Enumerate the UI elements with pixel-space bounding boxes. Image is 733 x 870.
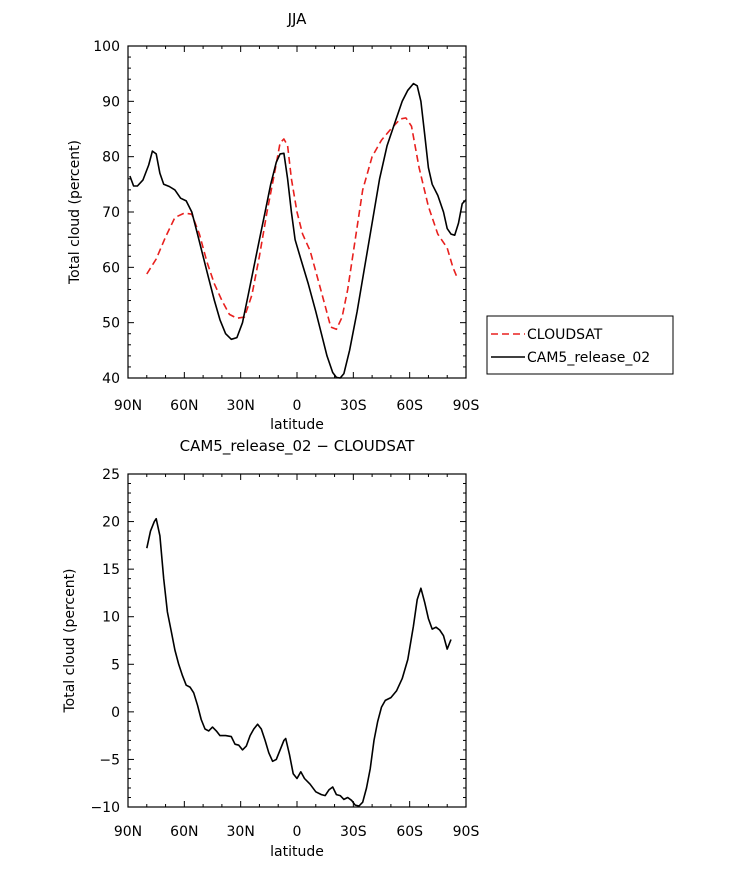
x-tick-label: 60S bbox=[396, 824, 423, 840]
legend-box bbox=[486, 315, 674, 375]
chart-title: CAM5_release_02 − CLOUDSAT bbox=[180, 437, 416, 456]
legend-entry: CAM5_release_02 bbox=[527, 350, 650, 366]
x-axis-label: latitude bbox=[270, 844, 324, 860]
x-tick-label: 60N bbox=[170, 398, 198, 414]
x-tick-label: 0 bbox=[293, 824, 302, 840]
y-axis-label: Total cloud (percent) bbox=[67, 140, 83, 285]
x-tick-label: 90S bbox=[453, 398, 480, 414]
x-tick-label: 60S bbox=[396, 398, 423, 414]
y-tick-label: −10 bbox=[90, 800, 120, 816]
y-tick-label: 80 bbox=[102, 150, 120, 166]
x-tick-label: 90N bbox=[114, 824, 142, 840]
x-axis-label: latitude bbox=[270, 417, 324, 433]
x-tick-label: 90S bbox=[453, 824, 480, 840]
x-tick-label: 30N bbox=[227, 824, 255, 840]
y-tick-label: 15 bbox=[102, 562, 120, 578]
difference-chart: 90N 60N 30N 0 30S 60S 90S −10 −5 0 5 10 15 20 25 CAM5_r… bbox=[62, 437, 479, 860]
legend: CLOUDSAT CAM5_release_02 bbox=[486, 315, 674, 375]
y-tick-label: 50 bbox=[102, 316, 120, 332]
chart-title: JJA bbox=[287, 10, 308, 28]
x-tick-label: 0 bbox=[293, 398, 302, 414]
x-tick-label: 90N bbox=[114, 398, 142, 414]
y-tick-label: 5 bbox=[111, 657, 120, 673]
y-tick-label: 40 bbox=[102, 371, 120, 387]
y-tick-label: 90 bbox=[102, 94, 120, 110]
y-tick-label: 0 bbox=[111, 705, 120, 721]
x-tick-label: 60N bbox=[170, 824, 198, 840]
series-line-cloudsat bbox=[146, 117, 458, 331]
y-tick-label: −5 bbox=[99, 752, 120, 768]
y-tick-label: 25 bbox=[102, 467, 120, 483]
y-tick-label: 70 bbox=[102, 205, 120, 221]
y-tick-label: 10 bbox=[102, 610, 120, 626]
y-tick-label: 60 bbox=[102, 260, 120, 276]
legend-entry: CLOUDSAT bbox=[527, 327, 603, 343]
top-chart: 90N 60N 30N 0 30S 60S 90S 40 50 60 70 80 90 100 JJA lat… bbox=[67, 10, 479, 433]
y-tick-label: 20 bbox=[102, 515, 120, 531]
x-tick-label: 30S bbox=[340, 398, 367, 414]
y-tick-label: 100 bbox=[93, 39, 120, 55]
y-axis-label: Total cloud (percent) bbox=[62, 568, 78, 713]
x-tick-label: 30S bbox=[340, 824, 367, 840]
series-line-difference bbox=[146, 517, 452, 807]
series-line-cam5-release-02 bbox=[129, 82, 467, 379]
plot-frame bbox=[127, 473, 467, 808]
x-tick-label: 30N bbox=[227, 398, 255, 414]
